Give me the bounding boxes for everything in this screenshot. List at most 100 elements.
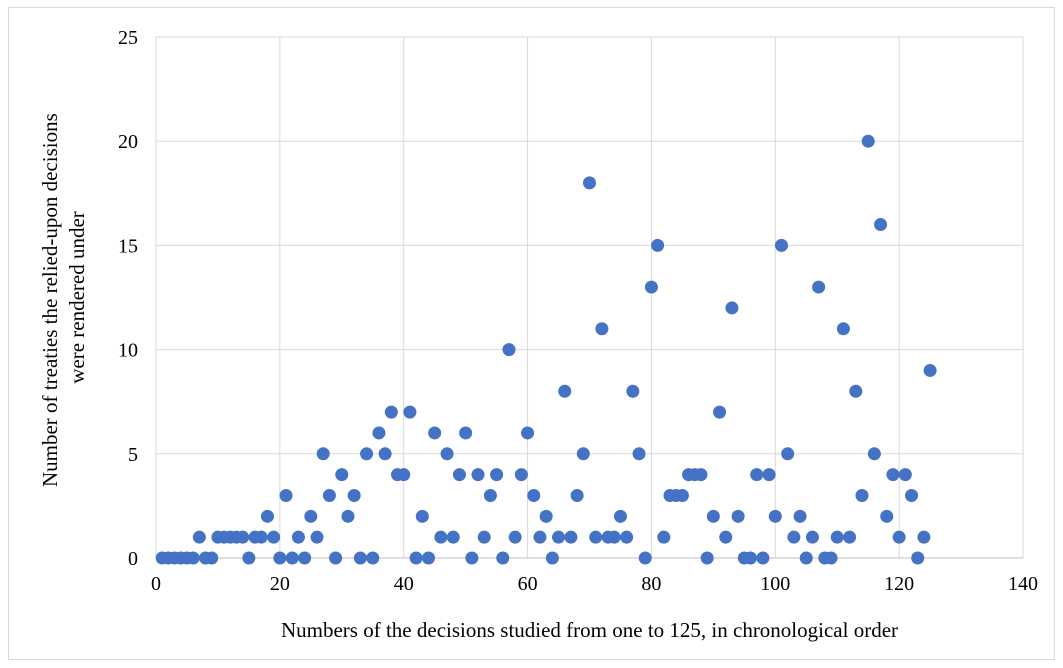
data-point xyxy=(570,488,584,502)
data-point xyxy=(892,530,906,544)
y-tick-label: 25 xyxy=(118,27,138,49)
y-tick-labels: 0 5 10 15 20 25 xyxy=(118,27,138,570)
data-point xyxy=(874,218,888,232)
y-tick-label: 15 xyxy=(118,235,138,257)
data-point xyxy=(409,551,423,565)
data-point xyxy=(279,488,293,502)
data-point xyxy=(428,426,442,440)
data-point xyxy=(607,530,621,544)
data-point xyxy=(477,530,491,544)
data-point xyxy=(502,343,516,357)
data-point xyxy=(750,468,764,482)
data-point xyxy=(849,384,863,398)
y-tick-label: 10 xyxy=(118,340,138,362)
data-point xyxy=(446,530,460,544)
data-point xyxy=(490,468,504,482)
data-point xyxy=(304,509,318,523)
y-tick-label: 0 xyxy=(128,548,138,570)
data-point xyxy=(843,530,857,544)
data-point xyxy=(415,509,429,523)
data-point xyxy=(403,405,417,419)
x-tick-label: 40 xyxy=(394,573,414,595)
data-point xyxy=(353,551,367,565)
data-point xyxy=(496,551,510,565)
data-point xyxy=(706,509,720,523)
data-point xyxy=(508,530,522,544)
data-point xyxy=(236,530,250,544)
y-axis-title: Number of treaties the relied-upon decis… xyxy=(38,108,89,487)
data-points xyxy=(155,134,937,565)
y-tick-label: 5 xyxy=(128,444,138,466)
data-point xyxy=(434,530,448,544)
data-point xyxy=(917,530,931,544)
data-point xyxy=(799,551,813,565)
data-point xyxy=(192,530,206,544)
data-point xyxy=(861,134,875,148)
data-point xyxy=(632,447,646,461)
y-axis-title-line-1: Number of treaties the relied-upon decis… xyxy=(38,113,62,487)
data-point xyxy=(725,301,739,315)
data-point xyxy=(459,426,473,440)
data-point xyxy=(657,530,671,544)
data-point xyxy=(855,488,869,502)
data-point xyxy=(923,363,937,377)
x-tick-labels: 0 20 40 60 80 100 120 140 xyxy=(151,573,1038,595)
data-point xyxy=(787,530,801,544)
x-tick-label: 120 xyxy=(884,573,914,595)
data-point xyxy=(329,551,343,565)
data-point xyxy=(254,530,268,544)
data-point xyxy=(613,509,627,523)
data-point xyxy=(626,384,640,398)
data-point xyxy=(793,509,807,523)
data-point xyxy=(880,509,894,523)
data-point xyxy=(694,468,708,482)
data-point xyxy=(836,322,850,336)
data-point xyxy=(719,530,733,544)
data-point xyxy=(471,468,485,482)
data-point xyxy=(397,468,411,482)
data-point xyxy=(638,551,652,565)
x-axis-title: Numbers of the decisions studied from on… xyxy=(281,618,898,642)
data-point xyxy=(886,468,900,482)
data-point xyxy=(205,551,219,565)
data-point xyxy=(372,426,386,440)
data-point xyxy=(713,405,727,419)
data-point xyxy=(644,280,658,294)
data-point xyxy=(564,530,578,544)
data-point xyxy=(824,551,838,565)
data-point xyxy=(911,551,925,565)
data-point xyxy=(285,551,299,565)
data-point xyxy=(452,468,466,482)
data-point xyxy=(905,488,919,502)
data-point xyxy=(620,530,634,544)
data-point xyxy=(533,530,547,544)
data-point xyxy=(322,488,336,502)
data-point xyxy=(651,238,665,252)
data-point xyxy=(675,488,689,502)
x-tick-label: 20 xyxy=(270,573,290,595)
data-point xyxy=(774,238,788,252)
data-point xyxy=(867,447,881,461)
data-point xyxy=(583,176,596,190)
data-point xyxy=(700,551,714,565)
data-point xyxy=(898,468,912,482)
data-point xyxy=(440,447,454,461)
y-axis-title-line-2: were rendered under xyxy=(65,211,89,384)
data-point xyxy=(360,447,374,461)
data-point xyxy=(805,530,819,544)
data-point xyxy=(378,447,392,461)
data-point xyxy=(384,405,398,419)
data-point xyxy=(310,530,324,544)
data-point xyxy=(545,551,559,565)
data-point xyxy=(186,551,200,565)
data-point xyxy=(316,447,330,461)
x-tick-label: 140 xyxy=(1008,573,1038,595)
x-tick-label: 80 xyxy=(641,573,661,595)
x-tick-label: 100 xyxy=(760,573,790,595)
data-point xyxy=(366,551,380,565)
data-point xyxy=(273,551,287,565)
x-tick-label: 0 xyxy=(151,573,161,595)
data-point xyxy=(260,509,274,523)
